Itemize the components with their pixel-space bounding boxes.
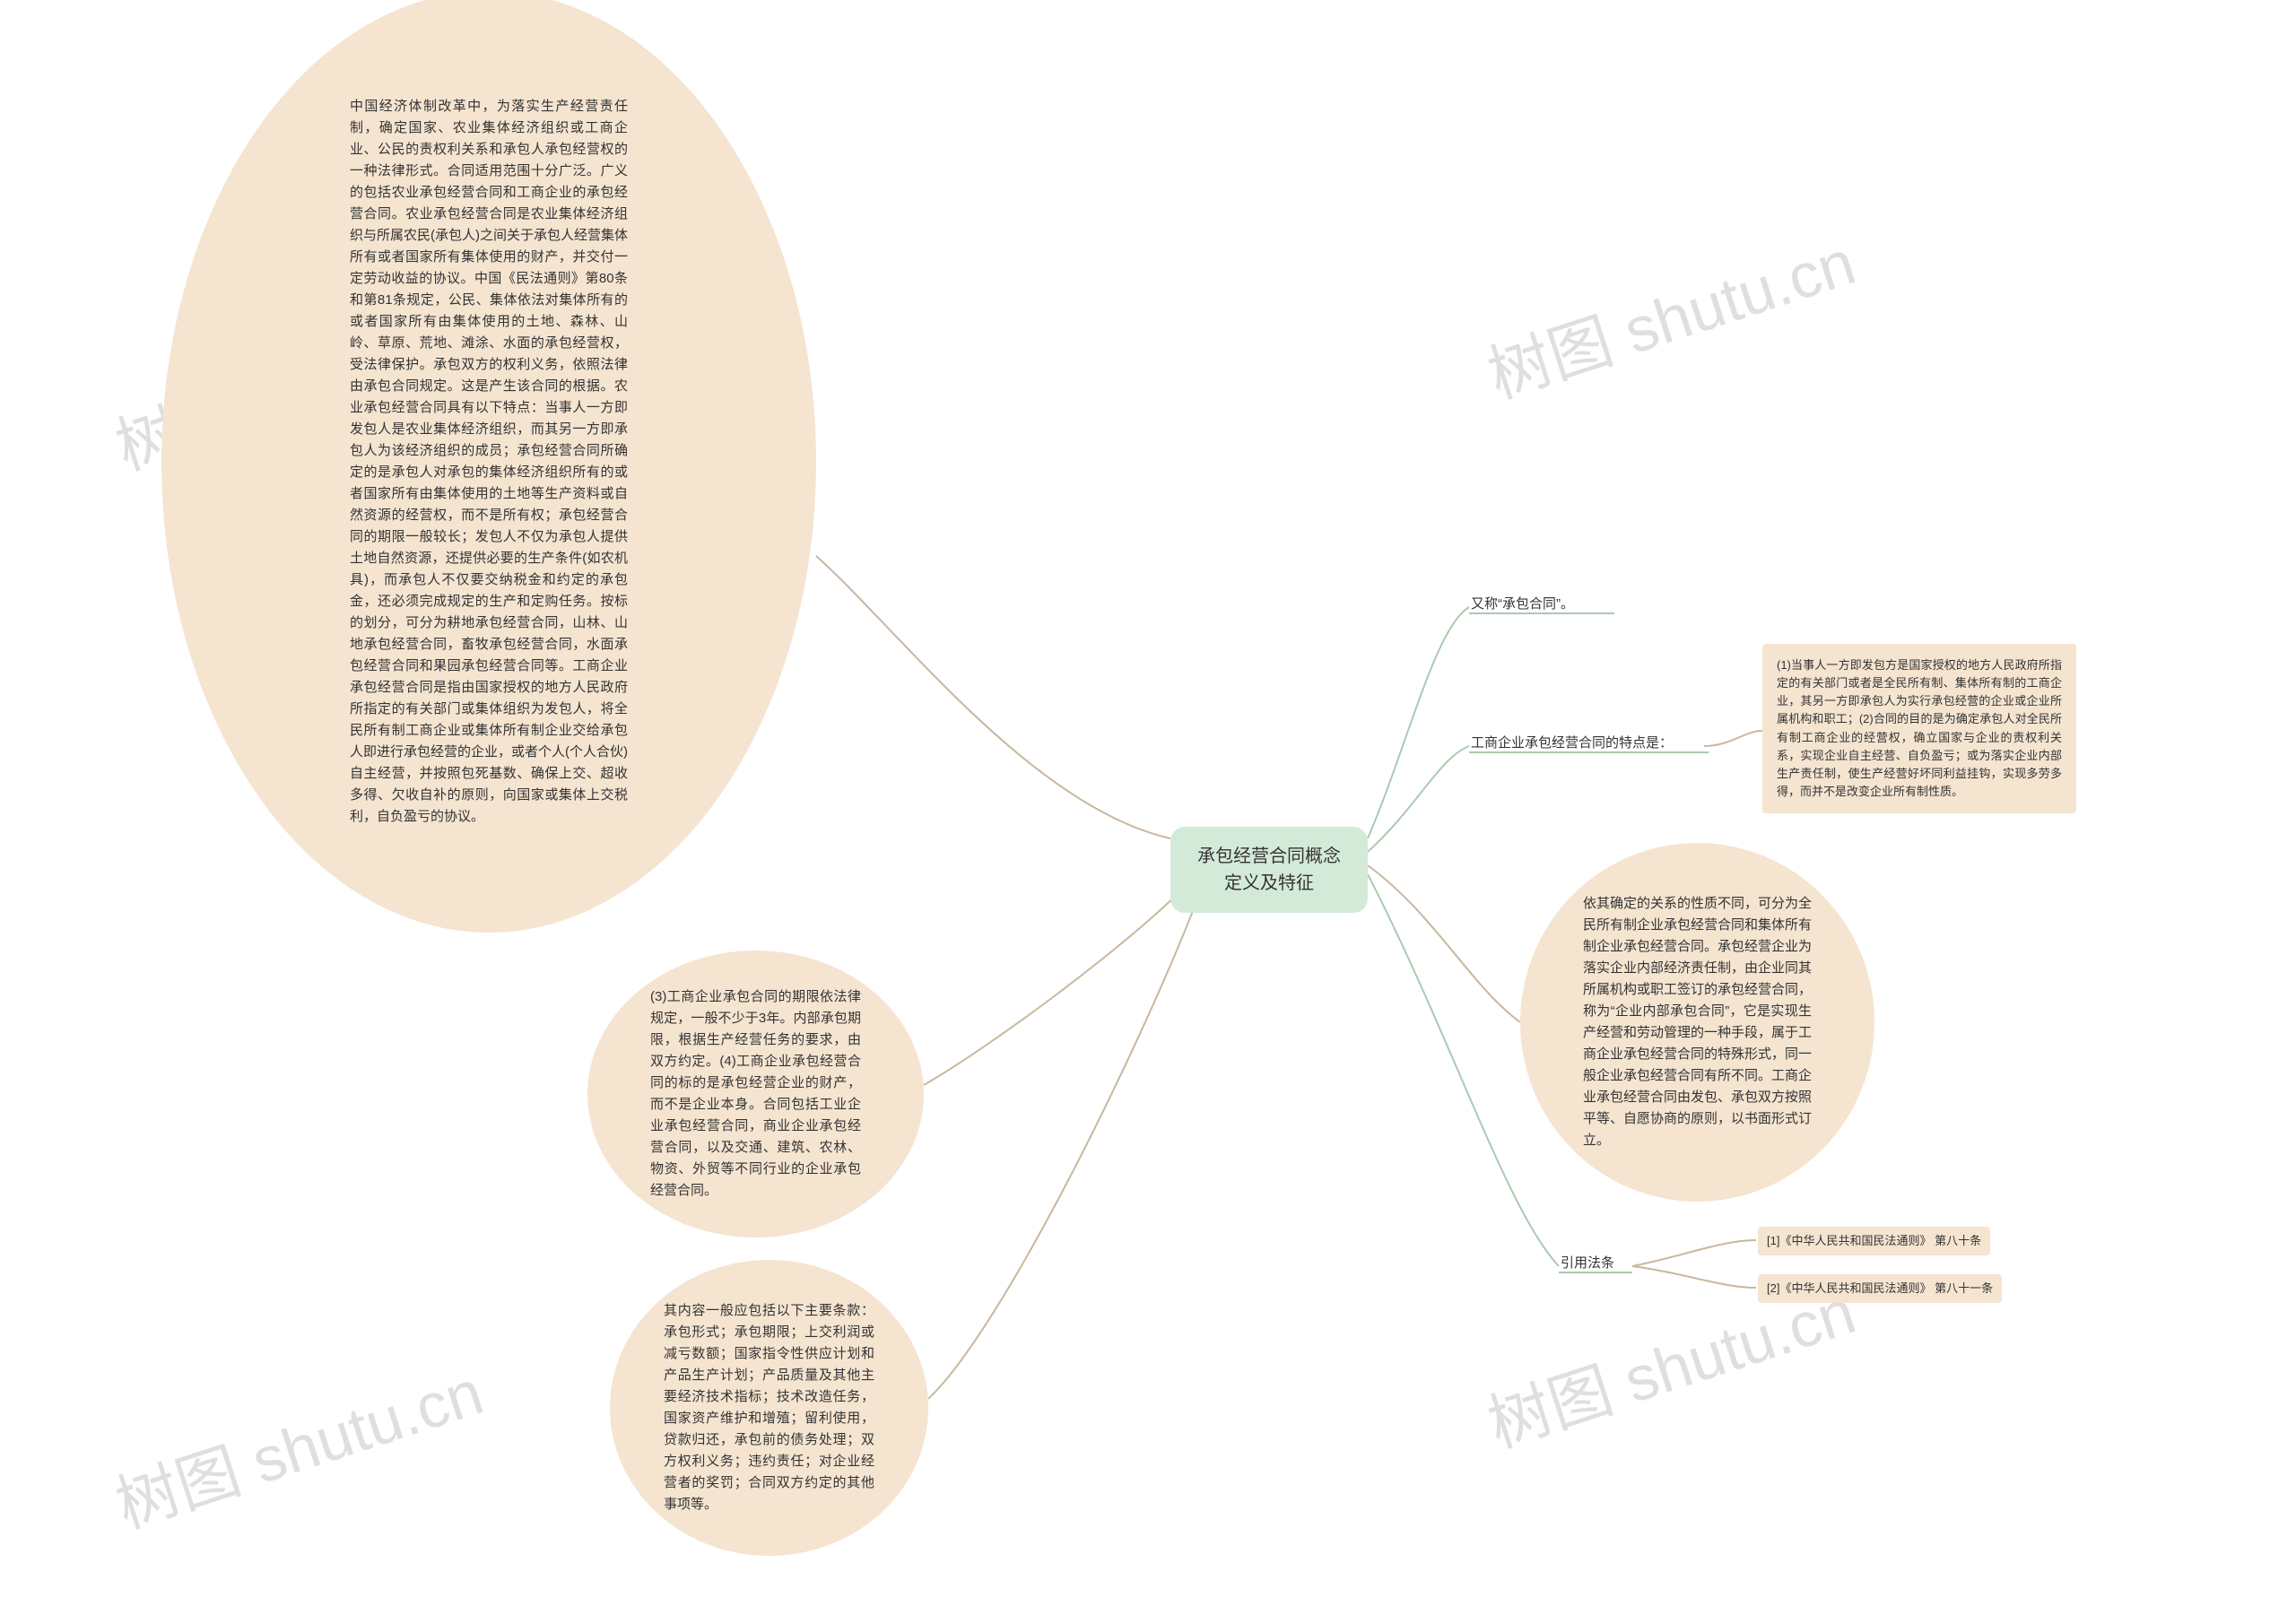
connector — [1368, 746, 1469, 852]
watermark: 树图 shutu.cn — [1475, 213, 1866, 416]
connector — [924, 888, 1184, 1085]
node-clause-34: (3)工商企业承包合同的期限依法律规定，一般不少于3年。内部承包期限，根据生产经… — [587, 951, 924, 1237]
connector — [816, 556, 1170, 838]
branch-features: 工商企业承包经营合同的特点是： — [1471, 733, 1673, 751]
connector — [928, 888, 1202, 1399]
connector — [1368, 865, 1520, 1022]
connector — [1368, 607, 1469, 838]
branch-citations-label: 引用法条 — [1561, 1255, 1614, 1271]
leaf-features-detail: (1)当事人一方即发包方是国家授权的地方人民政府所指定的有关部门或者是全民所有制… — [1762, 644, 2076, 813]
center-label: 承包经营合同概念定义及特征 — [1197, 843, 1341, 897]
branch-alias-label: 又称“承包合同”。 — [1471, 596, 1574, 612]
leaf-citation-1: [1]《中华人民共和国民法通则》 第八十条 — [1758, 1227, 1990, 1255]
leaf-citation-2: [2]《中华人民共和国民法通则》 第八十一条 — [1758, 1274, 2002, 1303]
leaf-citation-2-text: [2]《中华人民共和国民法通则》 第八十一条 — [1767, 1281, 1993, 1295]
branch-features-label: 工商企业承包经营合同的特点是： — [1471, 735, 1673, 751]
connector — [1632, 1266, 1756, 1288]
mindmap-center-node: 承包经营合同概念定义及特征 — [1170, 827, 1368, 913]
node-content-clauses: 其内容一般应包括以下主要条款：承包形式；承包期限；上交利润或减亏数额；国家指令性… — [610, 1260, 928, 1556]
node-definition-long-text: 中国经济体制改革中，为落实生产经营责任制，确定国家、农业集体经济组织或工商企业、… — [350, 96, 628, 828]
connector — [1704, 731, 1762, 746]
node-classification-text: 依其确定的关系的性质不同，可分为全民所有制企业承包经营合同和集体所有制企业承包经… — [1583, 893, 1812, 1151]
leaf-citation-1-text: [1]《中华人民共和国民法通则》 第八十条 — [1767, 1234, 1981, 1247]
node-clause-34-text: (3)工商企业承包合同的期限依法律规定，一般不少于3年。内部承包期限，根据生产经… — [650, 986, 861, 1202]
node-classification: 依其确定的关系的性质不同，可分为全民所有制企业承包经营合同和集体所有制企业承包经… — [1520, 843, 1874, 1202]
node-definition-long: 中国经济体制改革中，为落实生产经营责任制，确定国家、农业集体经济组织或工商企业、… — [161, 0, 816, 933]
connector — [1632, 1240, 1756, 1266]
branch-citations: 引用法条 — [1561, 1253, 1614, 1272]
leaf-features-detail-text: (1)当事人一方即发包方是国家授权的地方人民政府所指定的有关部门或者是全民所有制… — [1777, 658, 2062, 798]
branch-alias: 又称“承包合同”。 — [1471, 594, 1574, 612]
watermark: 树图 shutu.cn — [103, 1342, 493, 1546]
node-content-clauses-text: 其内容一般应包括以下主要条款：承包形式；承包期限；上交利润或减亏数额；国家指令性… — [664, 1300, 874, 1515]
